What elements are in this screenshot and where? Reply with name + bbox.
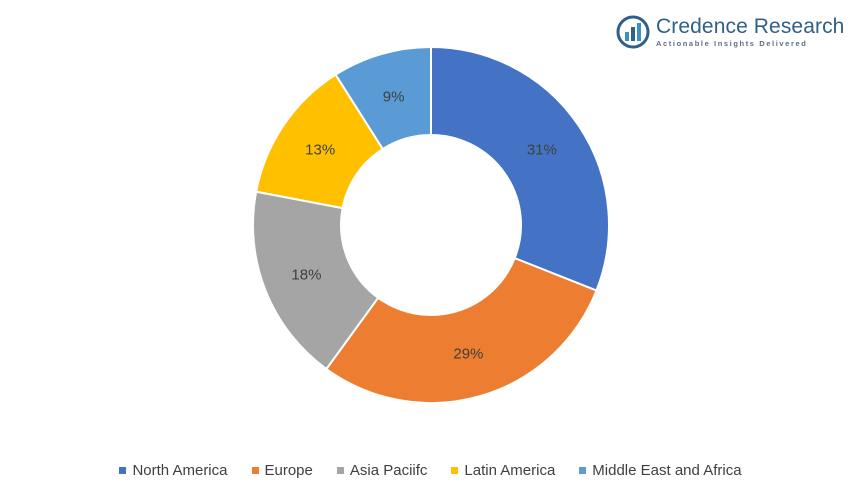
- brand-tagline: Actionable Insights Delivered: [656, 39, 808, 49]
- chart-legend: North America Europe Asia Paciifc Latin Ame…: [0, 462, 861, 479]
- legend-swatch: [251, 467, 259, 474]
- legend-label: Middle East and Africa: [592, 462, 742, 479]
- legend-item-north-america: North America: [119, 462, 228, 479]
- legend-item-europe: Europe: [251, 462, 313, 479]
- legend-swatch: [451, 467, 459, 474]
- slice-label-north-america: 31%: [527, 142, 557, 159]
- bar-chart-circle-icon: [616, 15, 650, 49]
- legend-swatch: [119, 467, 127, 474]
- donut-labels: 31% 29% 18% 13% 9%: [291, 88, 556, 362]
- slice-asia-paciifc: [252, 190, 380, 371]
- slice-europe: [324, 256, 598, 404]
- slice-middle-east-and-africa: [334, 45, 432, 151]
- slice-label-middle-east-and-africa: 9%: [383, 88, 405, 105]
- legend-label: Asia Paciifc: [349, 462, 428, 479]
- legend-label: North America: [132, 462, 228, 479]
- donut-slices: [252, 45, 610, 404]
- brand-logo: Credence Research Actionable Insights De…: [616, 14, 844, 50]
- slice-label-asia-paciifc: 18%: [291, 266, 321, 283]
- legend-swatch: [579, 467, 587, 474]
- legend-label: Latin America: [464, 462, 556, 479]
- slice-label-europe: 29%: [453, 346, 483, 363]
- legend-item-latin-america: Latin America: [451, 462, 555, 479]
- legend-label: Europe: [264, 462, 313, 479]
- slice-north-america: [430, 45, 610, 292]
- brand-name: Credence Research: [656, 15, 845, 39]
- legend-item-middle-east-and-africa: Middle East and Africa: [579, 462, 742, 479]
- legend-item-asia-paciifc: Asia Paciifc: [336, 462, 428, 479]
- slice-label-latin-america: 13%: [305, 142, 335, 159]
- legend-swatch: [336, 467, 344, 474]
- donut-chart: 31% 29% 18% 13% 9%: [252, 45, 610, 404]
